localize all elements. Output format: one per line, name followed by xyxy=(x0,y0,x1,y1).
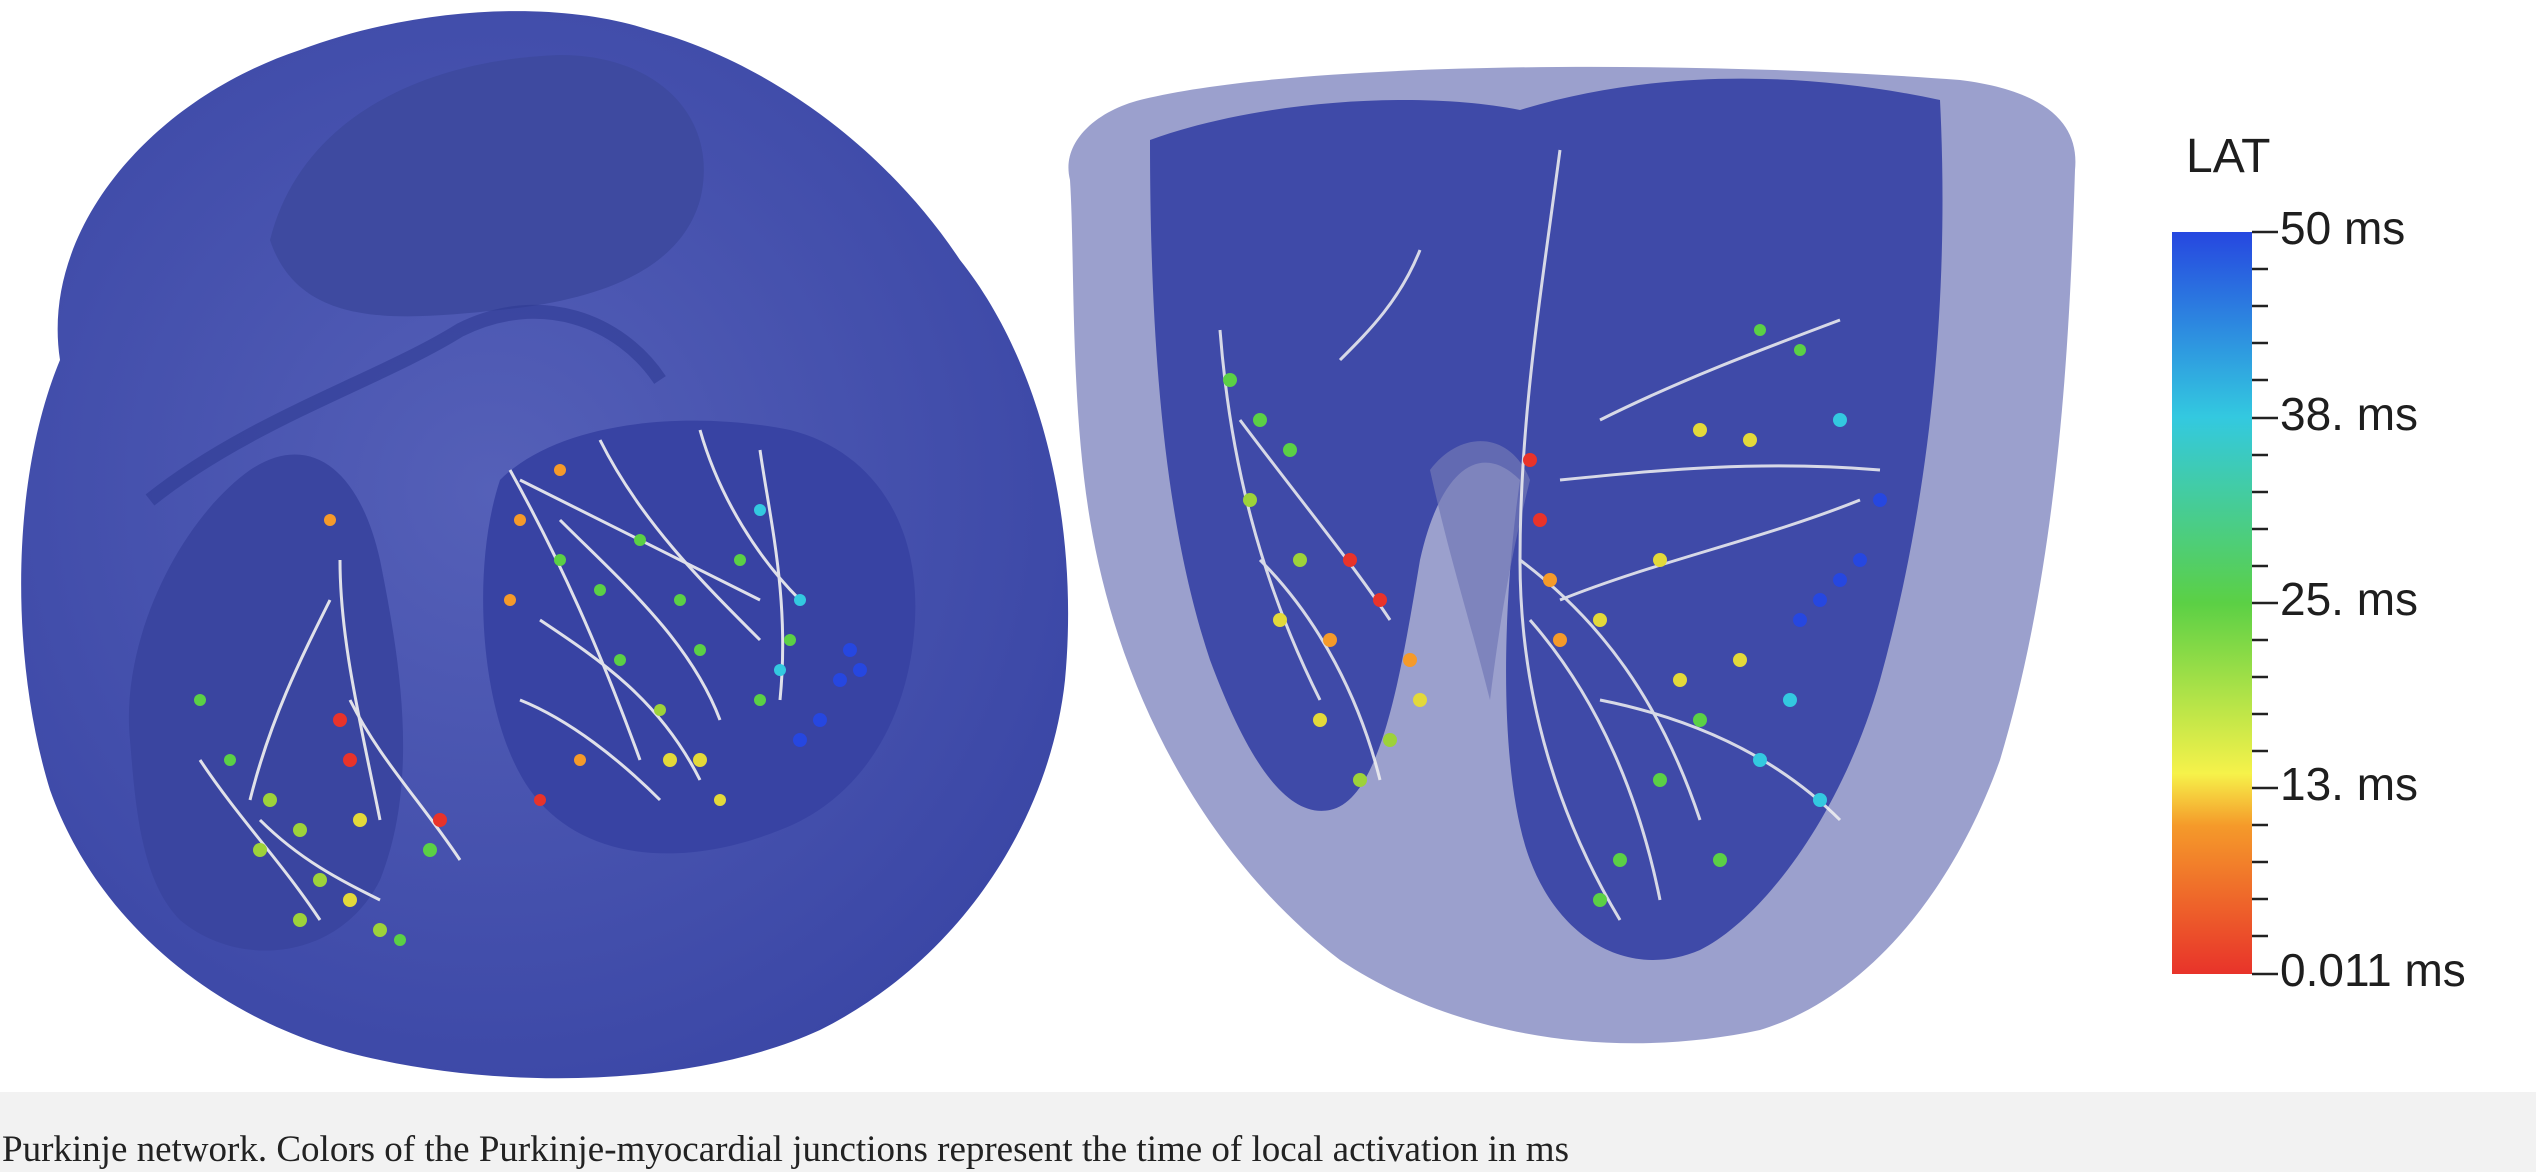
colorbar-tick-2: 38. ms xyxy=(2280,388,2418,440)
left-ventricle-cavity xyxy=(483,420,916,854)
colorbar-tick-min: 0.011 ms xyxy=(2280,944,2466,996)
colorbar-tick-4: 13. ms xyxy=(2280,758,2418,810)
purkinje-network-left xyxy=(198,429,802,921)
colorbar-ticks xyxy=(2252,230,2278,976)
colorbar-tick-3: 25. ms xyxy=(2280,573,2418,625)
heart-side-view xyxy=(1068,66,2076,1044)
septum-fold xyxy=(145,304,666,506)
figure-caption: Purkinje network. Colors of the Purkinje… xyxy=(2,1129,1569,1170)
right-ventricle-cavity xyxy=(128,454,404,951)
purkinje-junctions-right xyxy=(1223,324,1887,907)
right-chamber xyxy=(1506,78,1943,960)
atrial-cavity xyxy=(270,55,704,317)
colorbar: LAT 50 ms 38. ms 25. ms xyxy=(2172,130,2466,996)
septal-notch xyxy=(1430,441,1530,700)
left-chamber xyxy=(1150,100,1520,811)
colorbar-title: LAT xyxy=(2186,130,2270,183)
caption-bar xyxy=(0,1092,2536,1172)
figure: LAT 50 ms 38. ms 25. ms xyxy=(21,11,2466,1079)
colorbar-tick-max: 50 ms xyxy=(2280,202,2405,254)
purkinje-junctions-left xyxy=(194,464,867,946)
heart-top-view xyxy=(21,11,1069,1079)
colorbar-gradient xyxy=(2172,232,2252,974)
